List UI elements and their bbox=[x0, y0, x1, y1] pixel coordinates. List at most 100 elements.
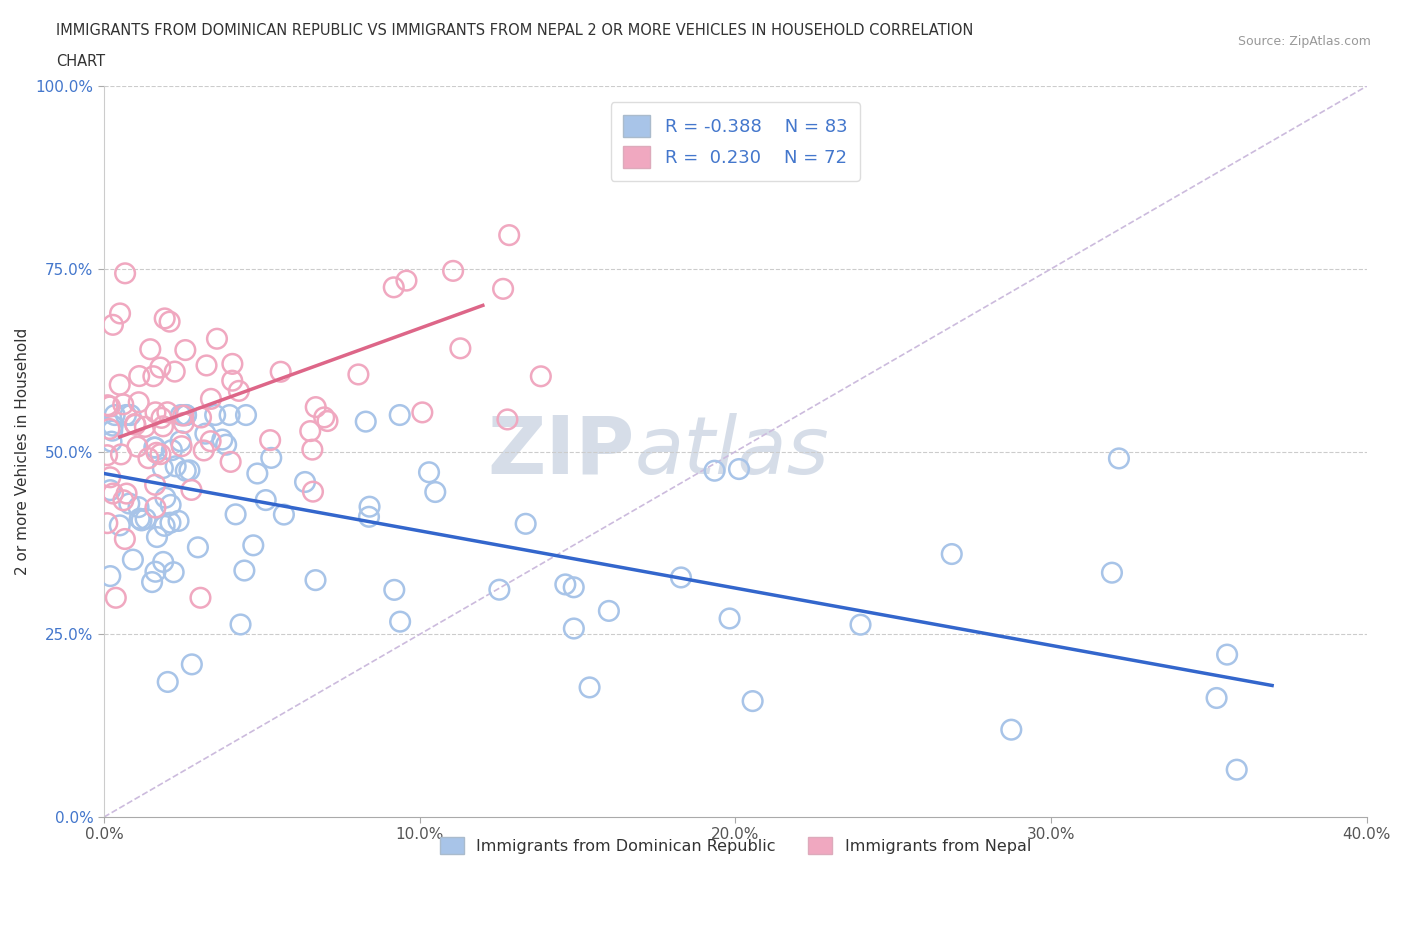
Point bbox=[112, 397, 135, 412]
Point bbox=[153, 311, 176, 325]
Point bbox=[159, 515, 181, 530]
Point bbox=[108, 378, 131, 392]
Point bbox=[110, 447, 132, 462]
Point bbox=[127, 439, 149, 454]
Point bbox=[128, 368, 150, 383]
Point bbox=[155, 490, 177, 505]
Point bbox=[215, 437, 238, 452]
Point bbox=[195, 358, 218, 373]
Point bbox=[114, 532, 136, 547]
Point bbox=[122, 552, 145, 567]
Point bbox=[357, 510, 380, 525]
Point bbox=[115, 407, 138, 422]
Text: atlas: atlas bbox=[634, 413, 830, 491]
Point bbox=[172, 408, 194, 423]
Point bbox=[254, 493, 277, 508]
Point bbox=[221, 373, 243, 388]
Point bbox=[204, 407, 226, 422]
Point bbox=[149, 446, 172, 461]
Point bbox=[441, 263, 464, 278]
Point bbox=[259, 432, 281, 447]
Point bbox=[294, 474, 316, 489]
Point bbox=[190, 591, 212, 605]
Point bbox=[598, 604, 620, 618]
Point bbox=[145, 445, 167, 460]
Point bbox=[124, 417, 146, 432]
Point bbox=[149, 360, 172, 375]
Point bbox=[98, 483, 121, 498]
Point bbox=[142, 369, 165, 384]
Point bbox=[96, 516, 118, 531]
Point bbox=[152, 554, 174, 569]
Point bbox=[146, 529, 169, 544]
Point bbox=[159, 314, 181, 329]
Point bbox=[347, 367, 370, 382]
Point bbox=[163, 365, 186, 379]
Point bbox=[108, 306, 131, 321]
Point bbox=[180, 483, 202, 498]
Point bbox=[167, 513, 190, 528]
Point bbox=[211, 432, 233, 447]
Point bbox=[145, 500, 167, 515]
Point bbox=[98, 421, 121, 436]
Point bbox=[101, 423, 124, 438]
Point bbox=[273, 507, 295, 522]
Point bbox=[562, 580, 585, 595]
Point bbox=[515, 516, 537, 531]
Point bbox=[316, 414, 339, 429]
Point bbox=[233, 563, 256, 578]
Point bbox=[193, 443, 215, 458]
Point bbox=[170, 407, 193, 422]
Point bbox=[145, 565, 167, 579]
Point bbox=[492, 282, 515, 297]
Point bbox=[165, 458, 187, 473]
Point bbox=[174, 463, 197, 478]
Point bbox=[190, 410, 212, 425]
Point bbox=[174, 407, 197, 422]
Point bbox=[382, 280, 405, 295]
Point bbox=[669, 570, 692, 585]
Point bbox=[174, 342, 197, 357]
Point bbox=[143, 477, 166, 492]
Point bbox=[143, 440, 166, 455]
Point bbox=[849, 618, 872, 632]
Point bbox=[354, 414, 377, 429]
Point bbox=[98, 470, 121, 485]
Point bbox=[229, 617, 252, 631]
Point bbox=[170, 439, 193, 454]
Point bbox=[411, 405, 433, 419]
Point bbox=[97, 398, 120, 413]
Point bbox=[173, 416, 195, 431]
Point bbox=[139, 341, 162, 356]
Point bbox=[141, 575, 163, 590]
Point bbox=[128, 395, 150, 410]
Point bbox=[1000, 723, 1022, 737]
Point bbox=[496, 412, 519, 427]
Point bbox=[100, 434, 122, 449]
Point bbox=[153, 518, 176, 533]
Point bbox=[115, 486, 138, 501]
Point bbox=[145, 405, 167, 419]
Point bbox=[314, 410, 336, 425]
Point bbox=[359, 499, 381, 514]
Point bbox=[562, 621, 585, 636]
Point bbox=[101, 317, 124, 332]
Point bbox=[1108, 451, 1130, 466]
Point bbox=[388, 407, 411, 422]
Point bbox=[741, 694, 763, 709]
Point bbox=[488, 582, 510, 597]
Point bbox=[150, 410, 173, 425]
Legend: Immigrants from Dominican Republic, Immigrants from Nepal: Immigrants from Dominican Republic, Immi… bbox=[433, 830, 1038, 860]
Point bbox=[96, 447, 118, 462]
Point bbox=[246, 466, 269, 481]
Point bbox=[270, 365, 292, 379]
Point bbox=[578, 680, 600, 695]
Text: IMMIGRANTS FROM DOMINICAN REPUBLIC VS IMMIGRANTS FROM NEPAL 2 OR MORE VEHICLES I: IMMIGRANTS FROM DOMINICAN REPUBLIC VS IM… bbox=[56, 23, 973, 38]
Point bbox=[554, 577, 576, 591]
Point bbox=[114, 266, 136, 281]
Point bbox=[179, 463, 201, 478]
Point bbox=[112, 493, 135, 508]
Point bbox=[1205, 691, 1227, 706]
Text: Source: ZipAtlas.com: Source: ZipAtlas.com bbox=[1237, 35, 1371, 48]
Point bbox=[228, 383, 250, 398]
